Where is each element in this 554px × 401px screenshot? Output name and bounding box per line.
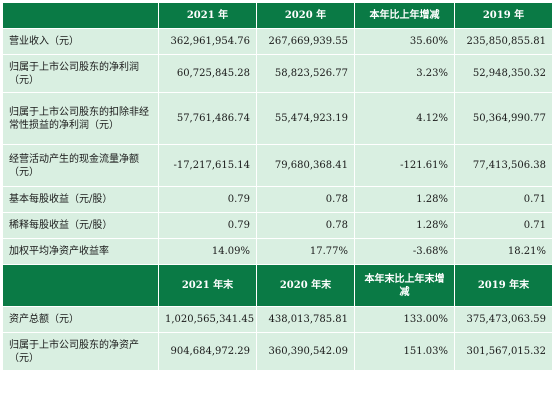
row-label: 经营活动产生的现金流量净额（元） — [2, 144, 159, 187]
value-2021: 1,020,565,341.45 — [158, 306, 257, 333]
value-2019: 52,948,350.32 — [454, 54, 553, 93]
value-2019: 0.71 — [454, 186, 553, 213]
value-change: -3.68% — [354, 238, 455, 265]
value-2021: 362,961,954.76 — [158, 28, 257, 55]
value-2019: 50,364,990.77 — [454, 92, 553, 145]
table-row: 营业收入（元） 362,961,954.76 267,669,939.55 35… — [2, 28, 553, 55]
value-change: 4.12% — [354, 92, 455, 145]
table-row: 归属于上市公司股东的净利润（元） 60,725,845.28 58,823,52… — [2, 54, 553, 93]
value-change: 1.28% — [354, 212, 455, 239]
value-2021: -17,217,615.14 — [158, 144, 257, 187]
row-label: 基本每股收益（元/股） — [2, 186, 159, 213]
row-label: 资产总额（元） — [2, 306, 159, 333]
header-cell-2019-end: 2019 年末 — [454, 264, 553, 307]
value-2020: 267,669,939.55 — [256, 28, 355, 55]
table-row: 经营活动产生的现金流量净额（元） -17,217,615.14 79,680,3… — [2, 144, 553, 187]
value-2020: 0.78 — [256, 186, 355, 213]
row-label: 加权平均净资产收益率 — [2, 238, 159, 265]
row-label: 归属于上市公司股东的净利润（元） — [2, 54, 159, 93]
table-row: 归属于上市公司股东的扣除非经常性损益的净利润（元） 57,761,486.74 … — [2, 92, 553, 145]
value-2019: 18.21% — [454, 238, 553, 265]
value-2021: 0.79 — [158, 212, 257, 239]
value-2019: 235,850,855.81 — [454, 28, 553, 55]
header-cell-change-end: 本年末比上年末增减 — [354, 264, 455, 307]
header-cell-item — [2, 264, 159, 307]
value-2021: 14.09% — [158, 238, 257, 265]
value-2020: 360,390,542.09 — [256, 332, 355, 371]
header-cell-change: 本年比上年增减 — [354, 2, 455, 29]
value-2021: 57,761,486.74 — [158, 92, 257, 145]
value-change: 3.23% — [354, 54, 455, 93]
row-label: 归属于上市公司股东的净资产（元） — [2, 332, 159, 371]
header-cell-2021-end: 2021 年末 — [158, 264, 257, 307]
value-2020: 17.77% — [256, 238, 355, 265]
value-2021: 60,725,845.28 — [158, 54, 257, 93]
value-change: 1.28% — [354, 186, 455, 213]
row-label: 归属于上市公司股东的扣除非经常性损益的净利润（元） — [2, 92, 159, 145]
header-cell-2021: 2021 年 — [158, 2, 257, 29]
value-2019: 77,413,506.38 — [454, 144, 553, 187]
header-cell-item — [2, 2, 159, 29]
value-2019: 301,567,015.32 — [454, 332, 553, 371]
table-row: 资产总额（元） 1,020,565,341.45 438,013,785.81 … — [2, 306, 553, 333]
table-row: 基本每股收益（元/股） 0.79 0.78 1.28% 0.71 — [2, 186, 553, 213]
value-change: 35.60% — [354, 28, 455, 55]
value-2020: 0.78 — [256, 212, 355, 239]
header-cell-2019: 2019 年 — [454, 2, 553, 29]
value-2019: 0.71 — [454, 212, 553, 239]
row-label: 营业收入（元） — [2, 28, 159, 55]
row-label: 稀释每股收益（元/股） — [2, 212, 159, 239]
value-2020: 58,823,526.77 — [256, 54, 355, 93]
value-2021: 904,684,972.29 — [158, 332, 257, 371]
financial-summary-table: 2021 年 2020 年 本年比上年增减 2019 年 营业收入（元） 362… — [2, 2, 553, 371]
header-row-year-end: 2021 年末 2020 年末 本年末比上年末增减 2019 年末 — [2, 264, 553, 307]
header-cell-2020: 2020 年 — [256, 2, 355, 29]
value-change: -121.61% — [354, 144, 455, 187]
header-cell-2020-end: 2020 年末 — [256, 264, 355, 307]
table-row: 稀释每股收益（元/股） 0.79 0.78 1.28% 0.71 — [2, 212, 553, 239]
table-row: 归属于上市公司股东的净资产（元） 904,684,972.29 360,390,… — [2, 332, 553, 371]
value-2020: 79,680,368.41 — [256, 144, 355, 187]
value-2019: 375,473,063.59 — [454, 306, 553, 333]
value-change: 133.00% — [354, 306, 455, 333]
value-2020: 55,474,923.19 — [256, 92, 355, 145]
value-change: 151.03% — [354, 332, 455, 371]
value-2021: 0.79 — [158, 186, 257, 213]
value-2020: 438,013,785.81 — [256, 306, 355, 333]
table-row: 加权平均净资产收益率 14.09% 17.77% -3.68% 18.21% — [2, 238, 553, 265]
header-row-annual: 2021 年 2020 年 本年比上年增减 2019 年 — [2, 2, 553, 29]
